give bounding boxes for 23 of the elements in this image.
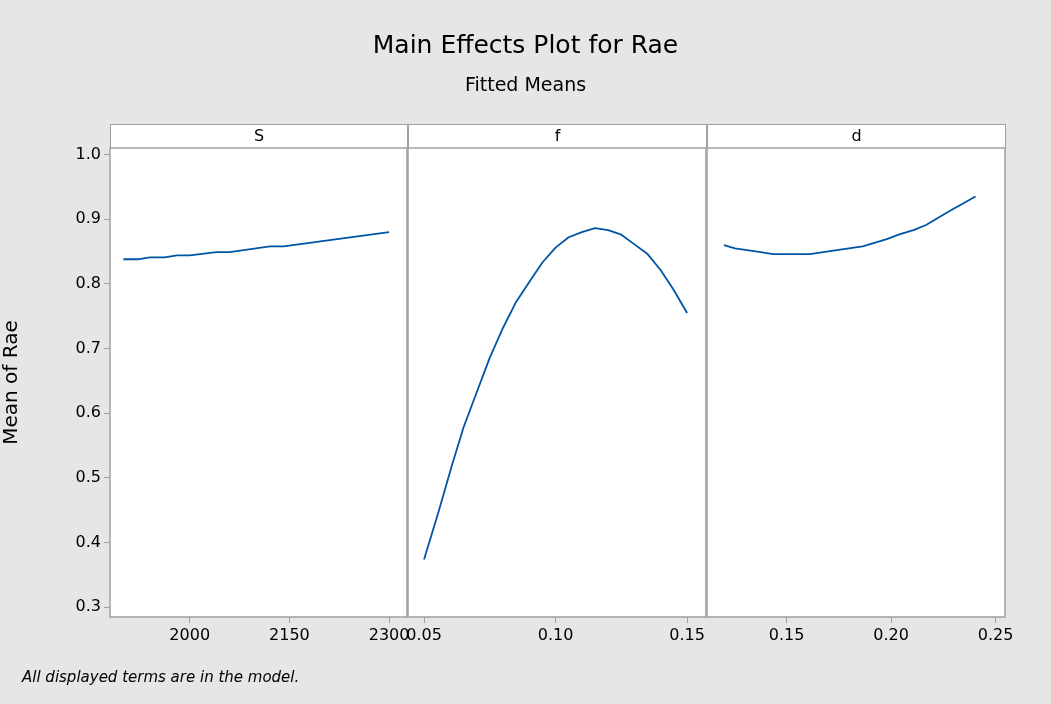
x-tick-label: 2300 — [368, 624, 410, 644]
text: Main Effects Plot for Rae — [371, 30, 680, 59]
x-tick-label: 0.25 — [977, 624, 1014, 644]
y-axis-title: Mean of Rae — [0, 320, 23, 445]
x-tick-label: 0.15 — [768, 624, 805, 644]
y-tick-label: 0.9 — [75, 208, 101, 228]
y-tick-label: 1.0 — [75, 143, 101, 163]
y-tick-label: 0.4 — [75, 531, 101, 551]
x-tick-label: 0.15 — [669, 624, 705, 644]
x-tick-label: 2000 — [169, 624, 211, 644]
x-axis-title: S — [110, 124, 408, 149]
x-tick-label: 0.20 — [873, 624, 909, 644]
y-tick-label: 0.6 — [75, 402, 101, 422]
text: Fitted Means — [463, 73, 588, 95]
y-tick-label: 0.5 — [75, 467, 101, 487]
x-tick-label: 0.10 — [537, 624, 574, 644]
y-tick-label: 0.7 — [75, 337, 101, 357]
x-axis-title: f — [408, 124, 707, 149]
y-tick-label: 0.3 — [75, 596, 101, 616]
x-tick-label: 2150 — [269, 624, 310, 644]
x-axis-title: d — [707, 124, 1006, 149]
text: All displayed terms are in the model. — [22, 668, 300, 686]
y-tick-label: 0.8 — [75, 273, 101, 292]
